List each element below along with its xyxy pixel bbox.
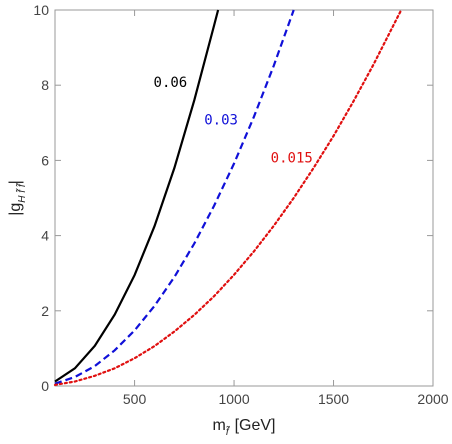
- y-tick-label: 2: [41, 303, 49, 319]
- ticks-group: 500 1000 1500 2000 0 2 4 6 8 10: [33, 2, 448, 407]
- y-axis-label: |gH f̃ f̃|: [7, 180, 28, 216]
- x-tick-label: 500: [123, 391, 147, 407]
- y-tick-label: 8: [41, 77, 49, 93]
- plot-frame: [54, 9, 434, 387]
- series-line-2: [53, 8, 403, 386]
- y-tick-label: 4: [41, 228, 49, 244]
- series-line-0: [54, 9, 220, 383]
- y-tick-label: 10: [33, 2, 49, 18]
- x-axis-label: mf̃ [GeV]: [212, 417, 275, 438]
- series-label-2: 0.015: [271, 150, 313, 166]
- curve-labels-group: 0.06 0.03 0.015: [154, 75, 313, 166]
- series-line-1: [54, 9, 295, 385]
- y-tick-label: 6: [41, 152, 49, 168]
- y-tick-label: 0: [41, 378, 49, 394]
- x-tick-label: 1000: [218, 391, 249, 407]
- series-label-0: 0.06: [154, 75, 188, 91]
- series-label-1: 0.03: [204, 113, 238, 129]
- x-tick-label: 2000: [417, 391, 448, 407]
- curves-group: [53, 8, 403, 386]
- x-tick-label: 1500: [318, 391, 349, 407]
